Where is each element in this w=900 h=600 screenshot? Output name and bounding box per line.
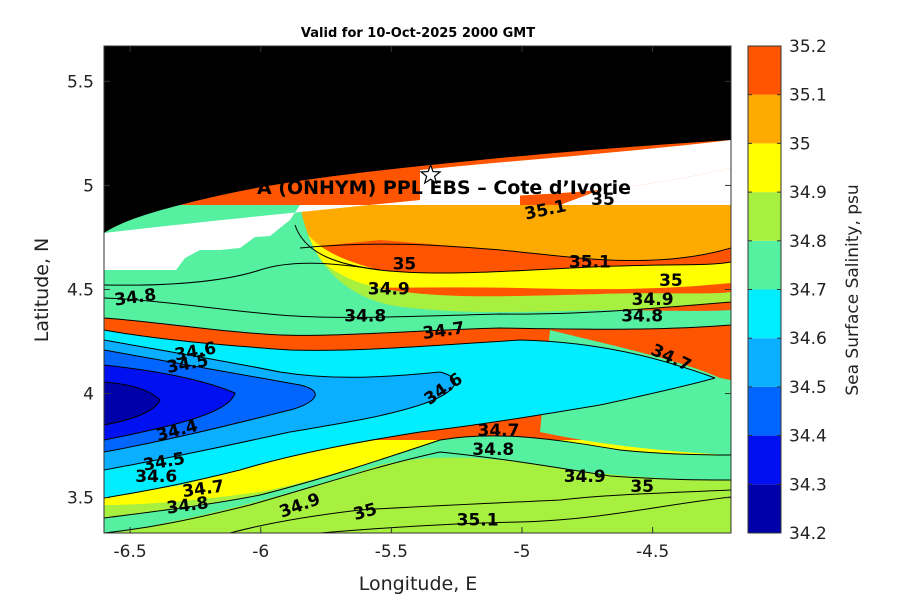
contour-label: 34.8	[621, 307, 663, 327]
y-tick-label: 3.5	[67, 489, 94, 509]
contour-label: 34.7	[478, 421, 520, 441]
colorbar-tick-label: 34.8	[789, 232, 827, 252]
location-overlay-text: A (ONHYM) PPL EBS – Cote d’Ivorie	[257, 177, 631, 199]
coastal-no-data-strip	[420, 140, 731, 200]
contour-label: 35	[630, 477, 654, 497]
y-tick-label: 5	[83, 176, 94, 196]
colorbar-tick-label: 35.1	[789, 86, 827, 106]
colorbar-band	[748, 484, 781, 533]
contour-label: 34.9	[368, 280, 410, 300]
contour-label: 35	[659, 271, 683, 291]
colorbar-band	[748, 143, 781, 193]
x-tick-label: -4.5	[636, 542, 669, 562]
colorbar-band	[748, 240, 781, 290]
no-data-region	[104, 195, 520, 270]
colorbar-tick-label: 34.3	[789, 475, 827, 495]
map-area	[104, 46, 731, 533]
contour-label: 34.6	[135, 467, 177, 487]
contour-label: 34.9	[632, 290, 674, 310]
contour-label: 34.9	[564, 467, 606, 487]
contour-label: 34.8	[344, 307, 386, 327]
colorbar-band	[748, 338, 781, 387]
contour-lines	[104, 224, 731, 533]
x-tick-label: -6.5	[114, 542, 147, 562]
colorbar-tick-label: 34.9	[789, 183, 827, 203]
band-34-3	[104, 365, 235, 440]
colorbar-band	[748, 192, 781, 241]
band-34-2	[104, 382, 160, 425]
y-tick-label: 4.5	[67, 281, 94, 301]
contour-label: 35.1	[569, 252, 611, 272]
x-tick-label: -5.5	[375, 542, 408, 562]
colorbar-tick-label: 35	[789, 134, 811, 154]
colorbar-band	[748, 386, 781, 436]
colorbar-tick-label: 34.7	[789, 281, 827, 301]
colorbar-band	[748, 46, 781, 95]
x-tick-label: -6	[252, 542, 269, 562]
chart-title: Valid for 10-Oct-2025 2000 GMT	[301, 26, 535, 41]
colorbar-band	[748, 289, 781, 339]
colorbar-label: Sea Surface Salinity, psu	[843, 184, 863, 395]
contour-label: 35	[591, 190, 615, 210]
coastal-no-data-east	[560, 168, 731, 205]
contour-labels: 34.834.634.534.434.534.6 34.734.8 34.9 35 35…	[113, 190, 694, 531]
colorbar-band	[748, 94, 781, 144]
colorbar-tick-label: 35.2	[789, 37, 827, 57]
x-axis-label: Longitude, E	[359, 573, 478, 595]
colorbar-tick-label: 34.4	[789, 427, 827, 447]
site-star-marker	[419, 163, 442, 185]
colorbar-tick-label: 34.6	[789, 329, 827, 349]
land-mask	[104, 46, 731, 233]
y-axis-label: Latitude, N	[31, 238, 53, 343]
colorbar-band	[748, 435, 781, 485]
colorbar-tick-label: 34.2	[789, 524, 827, 544]
contour-label: 34.8	[472, 440, 514, 460]
y-tick-label: 4	[83, 385, 94, 405]
contour-label: 35.1	[457, 511, 499, 531]
band-34-7	[104, 205, 731, 533]
y-tick-label: 5.5	[67, 72, 94, 92]
x-axis-ticks: -6.5 -6 -5.5 -5 -4.5	[114, 46, 669, 562]
x-tick-label: -5	[514, 542, 531, 562]
y-axis-ticks: 3.5 4 4.5 5 5.5	[67, 72, 731, 509]
colorbar-tick-label: 34.5	[789, 378, 827, 398]
contour-label: 35	[393, 255, 417, 275]
colorbar: 34.2 34.3 34.4 34.5 34.6 34.7 34.8 34.9 35 35.1 35…	[747, 37, 827, 544]
